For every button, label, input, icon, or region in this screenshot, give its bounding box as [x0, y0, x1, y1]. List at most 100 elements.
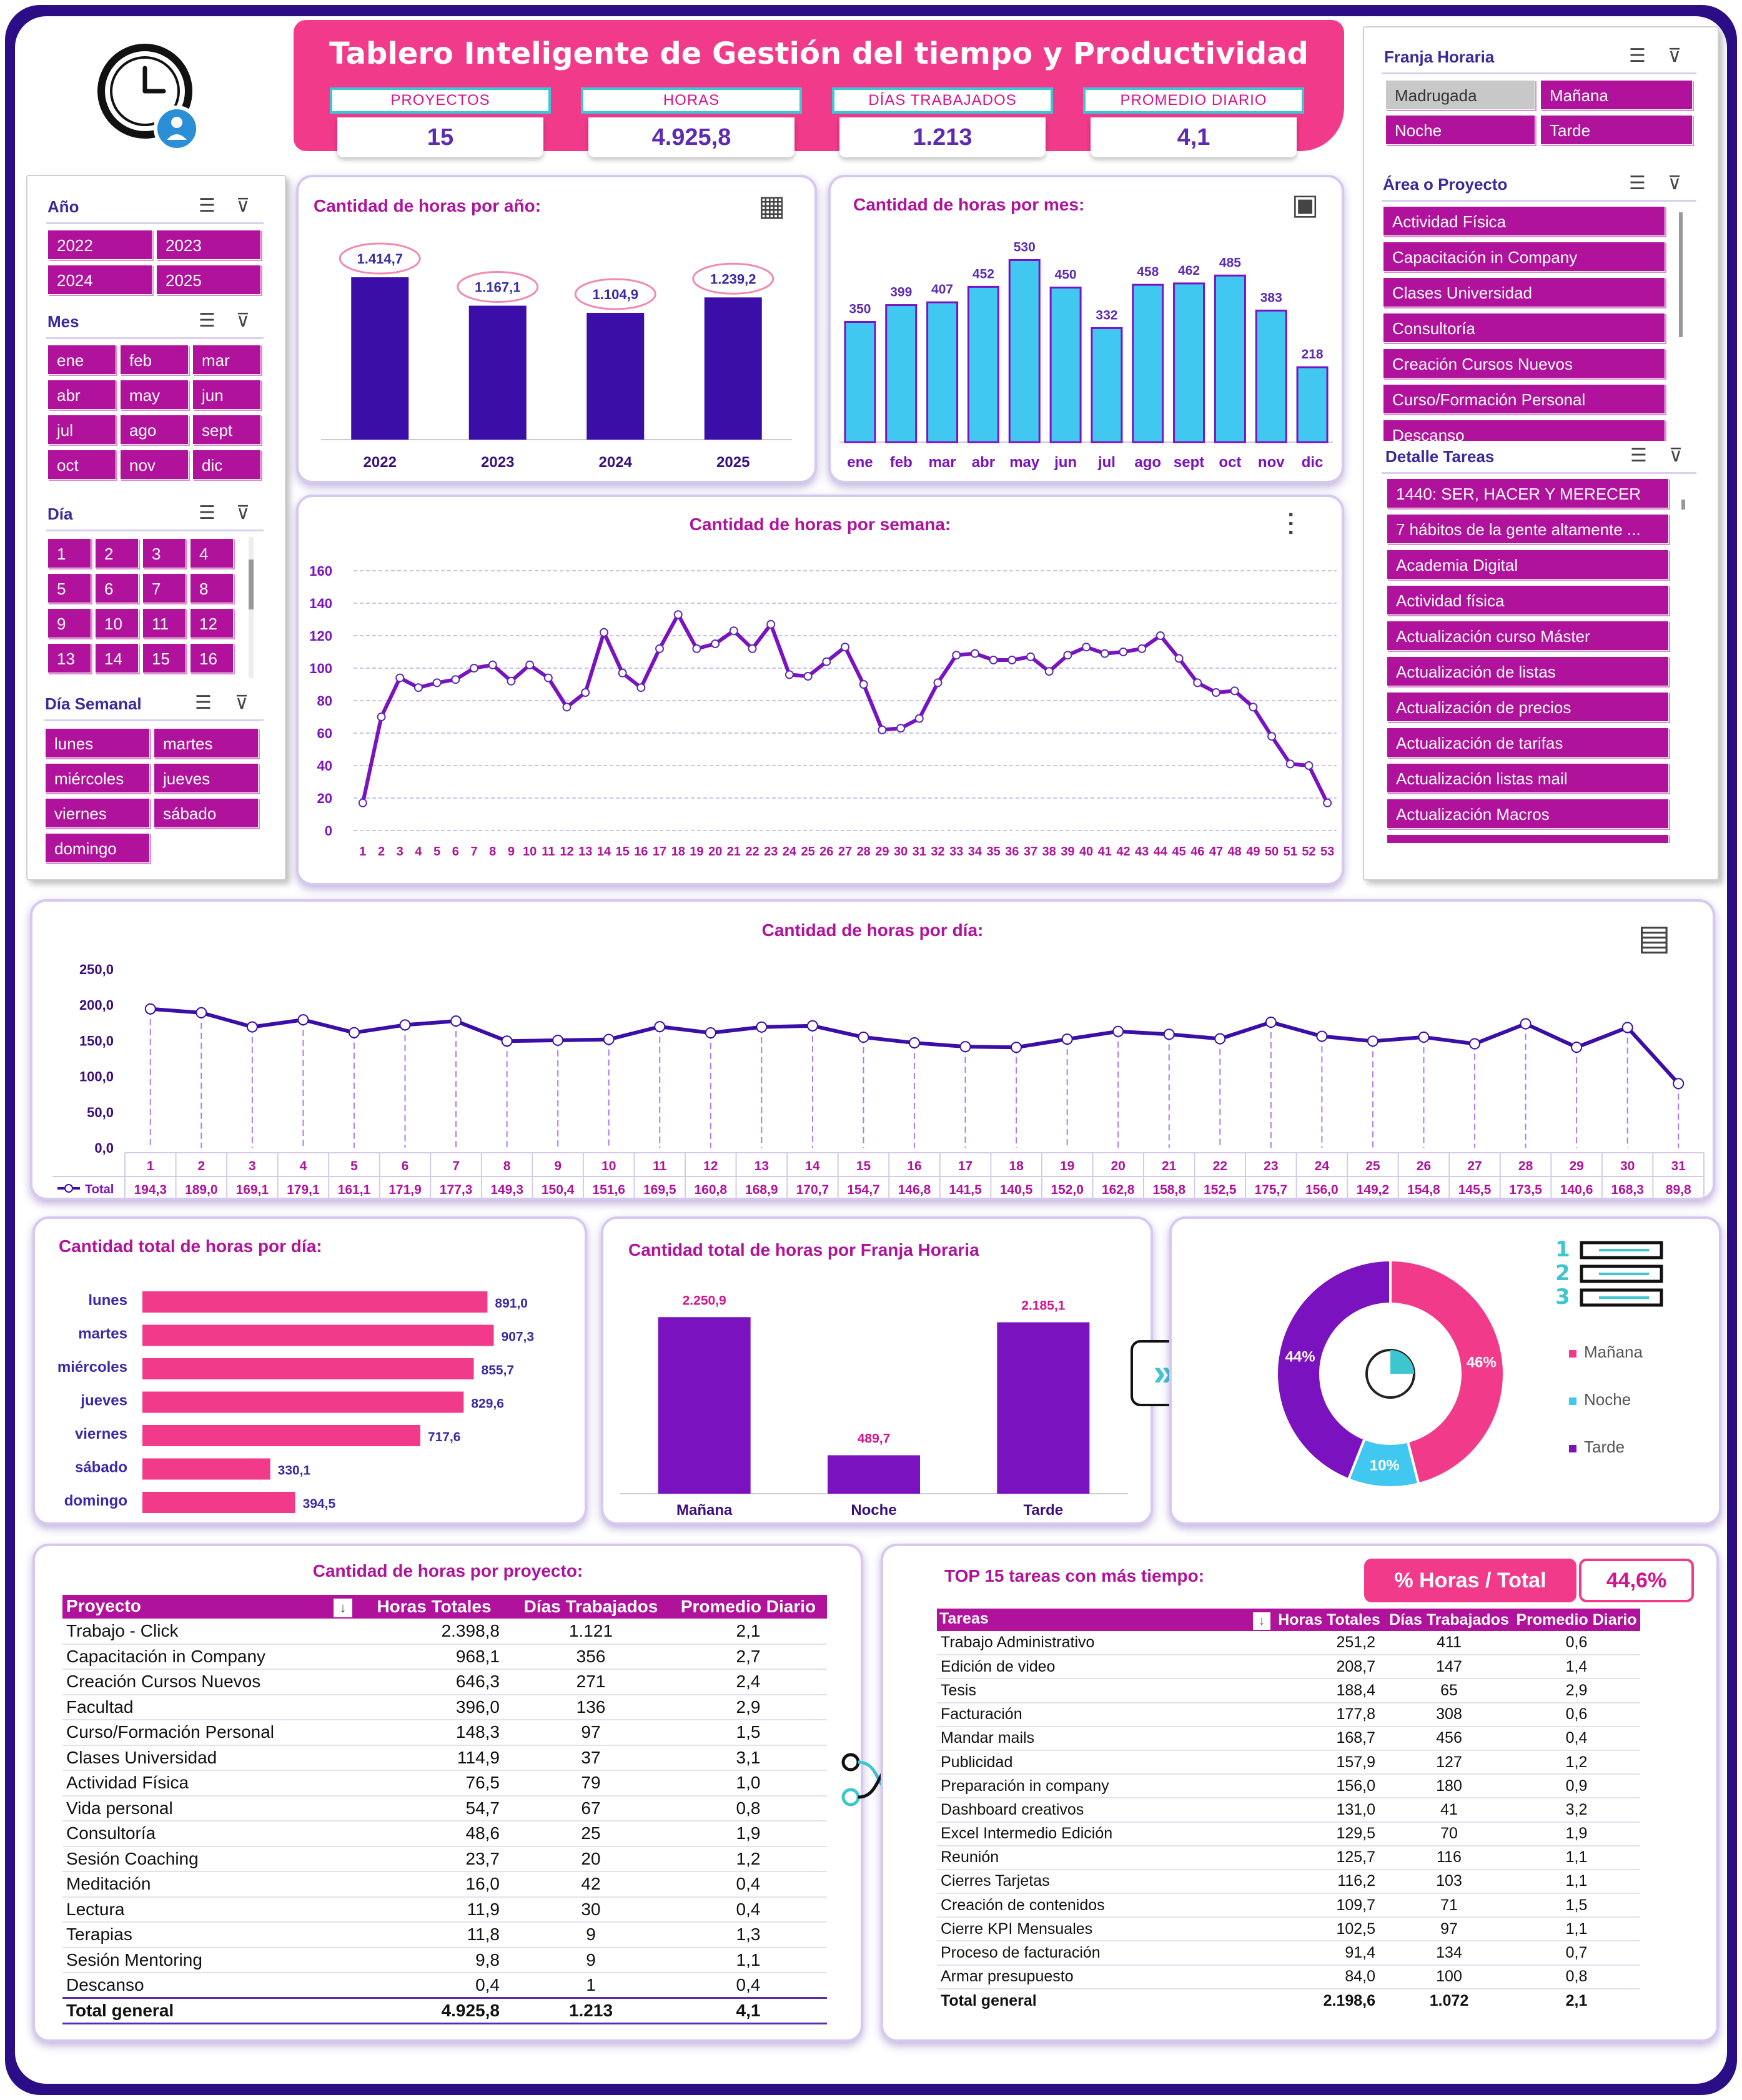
- data-point: [413, 683, 423, 693]
- slicer-item-detalle[interactable]: Actividad física: [1387, 585, 1669, 615]
- slicer-item-dia[interactable]: 7: [142, 573, 186, 603]
- slicer-item-tarde[interactable]: Tarde: [1540, 115, 1693, 145]
- slicer-item-dia[interactable]: 11: [142, 608, 186, 638]
- slicer-item-mes[interactable]: feb: [120, 345, 189, 375]
- slicer-item-mes[interactable]: ago: [120, 415, 189, 445]
- slicer-item-dia[interactable]: 10: [95, 608, 139, 638]
- slicer-item-dia[interactable]: 15: [142, 643, 186, 673]
- multi-select-icon[interactable]: ☰: [195, 693, 212, 713]
- slicer-item-detalle[interactable]: 7 hábitos de la gente altamente ...: [1387, 514, 1669, 544]
- slicer-item-2024[interactable]: 2024: [47, 265, 152, 295]
- multi-select-icon[interactable]: ☰: [1629, 46, 1646, 66]
- slicer-item-dia[interactable]: 2: [95, 538, 139, 568]
- data-point: [246, 1021, 258, 1033]
- multi-select-icon[interactable]: ☰: [1629, 173, 1646, 194]
- slicer-item-dia-semanal[interactable]: lunes: [45, 728, 150, 758]
- slicer-item-dia-semanal[interactable]: martes: [154, 728, 259, 758]
- slicer-item-dia-semanal[interactable]: viernes: [45, 798, 150, 828]
- bar: [1049, 287, 1082, 443]
- data-point: [1011, 1042, 1022, 1053]
- slicer-item-mes[interactable]: nov: [120, 450, 189, 480]
- slicer-item-dia[interactable]: 4: [190, 538, 234, 568]
- slicer-item-area[interactable]: Descanso: [1383, 420, 1665, 441]
- slicer-item-dia-semanal[interactable]: jueves: [154, 763, 259, 793]
- x-tick-label: 27: [838, 845, 852, 859]
- table-cell: 97: [512, 1720, 670, 1746]
- slicer-item-detalle[interactable]: 1440: SER, HACER Y MERECER: [1387, 478, 1669, 508]
- clear-filter-icon[interactable]: ⊽: [235, 693, 249, 713]
- slicer-item-mes[interactable]: mar: [192, 345, 261, 375]
- slicer-item-dia-semanal[interactable]: sábado: [154, 798, 259, 828]
- clear-filter-icon[interactable]: ⊽: [236, 503, 250, 523]
- slicer-item-mes[interactable]: abr: [47, 380, 116, 410]
- clear-filter-icon[interactable]: ⊽: [1669, 445, 1683, 466]
- slicer-item-mes[interactable]: jul: [47, 415, 116, 445]
- table-row: Reunión 125,7 116 1,1: [937, 1845, 1640, 1870]
- slicer-item-area[interactable]: Curso/Formación Personal: [1383, 384, 1665, 414]
- table-cell: 1,1: [1513, 1917, 1640, 1942]
- slicer-item-detalle[interactable]: Actualización de listas: [1387, 656, 1669, 686]
- clear-filter-icon[interactable]: ⊽: [236, 310, 250, 331]
- slicer-item-mes[interactable]: ene: [47, 345, 116, 375]
- slicer-item-dia[interactable]: 8: [190, 573, 234, 603]
- slicer-item-dia[interactable]: 13: [47, 643, 91, 673]
- slicer-item-dia[interactable]: 9: [47, 608, 91, 638]
- slicer-item-mes[interactable]: jun: [192, 380, 261, 410]
- slicer-franja-title: Franja Horaria: [1384, 47, 1495, 66]
- slicer-item-2025[interactable]: 2025: [156, 265, 261, 295]
- slicer-item-noche[interactable]: Noche: [1385, 115, 1535, 145]
- slicer-item-detalle[interactable]: Actualización Macros: [1387, 799, 1669, 829]
- table-cell: 109,7: [1273, 1893, 1385, 1918]
- slicer-item-area[interactable]: Actividad Física: [1383, 206, 1665, 236]
- slicer-scrollbar[interactable]: [1679, 212, 1683, 337]
- slicer-item-2023[interactable]: 2023: [156, 230, 261, 260]
- slicer-item-mes[interactable]: oct: [47, 450, 116, 480]
- sort-filter-icon[interactable]: ↓: [334, 1599, 352, 1617]
- col-header-proyecto[interactable]: Proyecto ↓: [62, 1595, 356, 1619]
- multi-select-icon[interactable]: ☰: [199, 195, 215, 216]
- sort-filter-icon[interactable]: ↓: [1253, 1612, 1270, 1630]
- slicer-item-area[interactable]: Capacitación in Company: [1383, 242, 1665, 272]
- col-header-tareas[interactable]: Tareas ↓: [937, 1609, 1273, 1631]
- slicer-item-dia[interactable]: 16: [190, 643, 234, 673]
- slicer-item-detalle[interactable]: Actualización listas mail: [1387, 763, 1669, 793]
- clear-filter-icon[interactable]: ⊽: [1668, 173, 1681, 194]
- slicer-scrollbar[interactable]: [1681, 500, 1685, 510]
- slicer-item-dia[interactable]: 1: [47, 538, 91, 568]
- slicer-item-area[interactable]: Consultoría: [1383, 313, 1665, 343]
- slicer-item-detalle[interactable]: Actualización de precios: [1387, 692, 1669, 722]
- slicer-item-dia[interactable]: 14: [95, 643, 139, 673]
- slicer-item-detalle[interactable]: Actualización de tarifas: [1387, 727, 1669, 757]
- slicer-item-mes[interactable]: sept: [192, 415, 261, 445]
- data-point: [748, 644, 757, 653]
- slicer-item-area[interactable]: Clases Universidad: [1383, 277, 1665, 307]
- multi-select-icon[interactable]: ☰: [199, 310, 215, 331]
- clear-filter-icon[interactable]: ⊽: [236, 195, 250, 216]
- slicer-item-dia-semanal[interactable]: domingo: [45, 833, 150, 863]
- slicer-item-2022[interactable]: 2022: [47, 230, 152, 260]
- table-cell: 71: [1385, 1893, 1513, 1918]
- table-cell: Creación de contenidos: [937, 1893, 1273, 1918]
- slicer-item-dia-semanal[interactable]: miércoles: [45, 763, 150, 793]
- pie-slice: [1389, 1258, 1505, 1486]
- table-row: Descanso 0,4 1 0,4: [62, 1973, 827, 1999]
- slicer-item-manana[interactable]: Mañana: [1540, 80, 1693, 110]
- slicer-item-detalle[interactable]: Academia Digital: [1387, 550, 1669, 579]
- slicer-item-detalle-partial[interactable]: [1387, 834, 1669, 843]
- bar: [1296, 366, 1329, 443]
- slicer-item-detalle[interactable]: Actualización curso Máster: [1387, 621, 1669, 651]
- slicer-item-dia[interactable]: 12: [190, 608, 234, 638]
- table-cell: 48,6: [356, 1821, 512, 1847]
- slicer-item-dia[interactable]: 6: [95, 573, 139, 603]
- multi-select-icon[interactable]: ☰: [1630, 445, 1647, 466]
- legend-swatch: [1569, 1398, 1576, 1405]
- slicer-scrollbar[interactable]: [249, 537, 254, 678]
- clear-filter-icon[interactable]: ⊽: [1668, 46, 1681, 66]
- slicer-item-mes[interactable]: dic: [192, 450, 261, 480]
- slicer-item-dia[interactable]: 3: [142, 538, 186, 568]
- multi-select-icon[interactable]: ☰: [199, 503, 215, 523]
- slicer-item-mes[interactable]: may: [120, 380, 189, 410]
- slicer-item-dia[interactable]: 5: [47, 573, 91, 603]
- slicer-item-madrugada[interactable]: Madrugada: [1385, 80, 1535, 110]
- slicer-item-area[interactable]: Creación Cursos Nuevos: [1383, 348, 1665, 378]
